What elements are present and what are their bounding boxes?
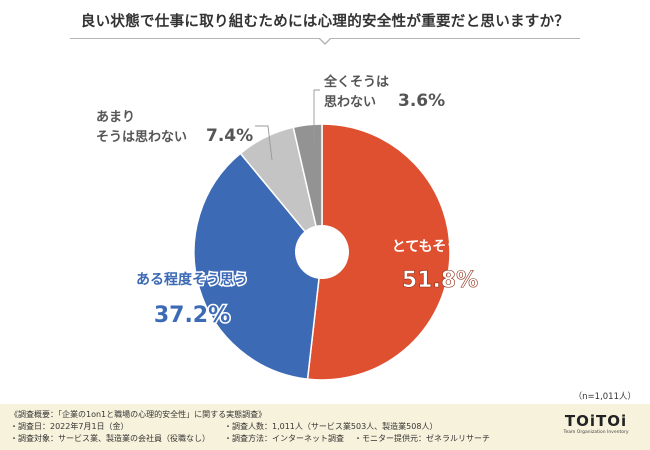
slice-label-not-at-all-line2: 思わない — [324, 95, 376, 110]
slice-value-very-much: 51.8% — [402, 268, 478, 293]
donut-hole — [295, 225, 349, 279]
survey-footer: 《調査概要：「企業の1on1と職場の心理的安全性」に関する実態調査》 ・調査日：… — [0, 404, 650, 450]
slice-label-not-at-all-line1: 全くそうは — [323, 74, 389, 90]
leader-line-not-at-all — [313, 89, 320, 143]
slice-not-at-all — [292, 123, 323, 253]
sample-size-note: （n=1,011人） — [573, 392, 636, 402]
chart-title: 良い状態で仕事に取り組むためには心理的安全性が重要だと思いますか？ — [80, 14, 570, 30]
slice-label-somewhat: ある程度そう思う — [136, 271, 248, 288]
slice-label-not-much-line2: そうは思わない — [96, 130, 187, 145]
slice-label-not-much-line1: あまり — [96, 110, 135, 125]
slice-value-somewhat: 37.2% — [154, 303, 230, 328]
slice-label-very-much: とてもそう思う — [392, 239, 489, 255]
logo-wordmark: TOiTOi — [564, 412, 628, 430]
survey-target: ・調査対象：サービス業、製造業の会社員（役職なし） — [10, 434, 210, 443]
survey-provider: ・モニター提供元：ゼネラルリサーチ — [354, 434, 490, 443]
survey-respondents: ・調査人数：1,011人（サービス業503人、製造業508人） — [224, 422, 438, 431]
toitoi-logo: TOiTOi Team Organization Inventory — [561, 413, 631, 443]
slice-somewhat — [193, 152, 323, 381]
pie-chart: とてもそう思う 51.8% ある程度そう思う 37.2% あまり そうは思わない… — [96, 74, 489, 381]
slice-value-not-much: 7.4% — [206, 126, 253, 146]
slice-value-not-at-all: 3.6% — [398, 91, 445, 111]
logo-tagline: Team Organization Inventory — [563, 430, 629, 435]
survey-method: ・調査方法：インターネット調査 — [224, 434, 344, 443]
survey-date: ・調査日：2022年7月1日（金） — [10, 422, 129, 431]
leader-line-not-much — [255, 125, 273, 161]
title-notch-inner — [319, 37, 331, 43]
slice-very-much — [306, 123, 451, 381]
survey-title: 《調査概要：「企業の1on1と職場の心理的安全性」に関する実態調査》 — [10, 410, 267, 419]
